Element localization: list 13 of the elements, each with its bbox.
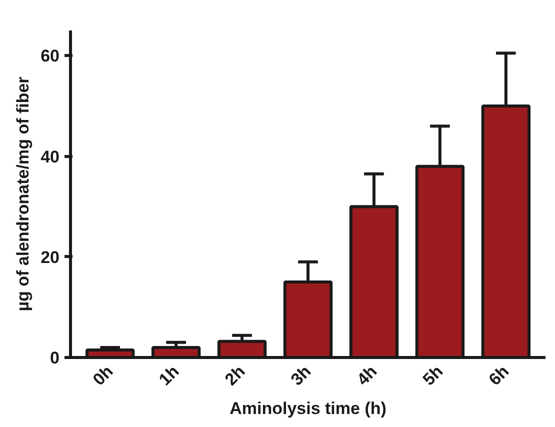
x-axis-title: Aminolysis time (h) — [230, 398, 386, 418]
x-tick-label: 2h — [221, 362, 249, 390]
y-tick-label: 40 — [40, 147, 60, 166]
x-tick-label: 6h — [485, 362, 513, 390]
x-tick-label: 3h — [287, 362, 315, 390]
x-tick-label: 0h — [89, 362, 117, 390]
x-tick-label: 4h — [353, 362, 381, 390]
y-tick-label: 60 — [40, 46, 60, 66]
x-tick-label: 5h — [419, 362, 447, 390]
y-axis-title: µg of alendronate/mg of fiber — [14, 76, 33, 312]
y-tick-label: 20 — [40, 248, 60, 267]
x-tick-label: 1h — [155, 362, 183, 390]
y-tick-label: 0 — [50, 348, 60, 368]
